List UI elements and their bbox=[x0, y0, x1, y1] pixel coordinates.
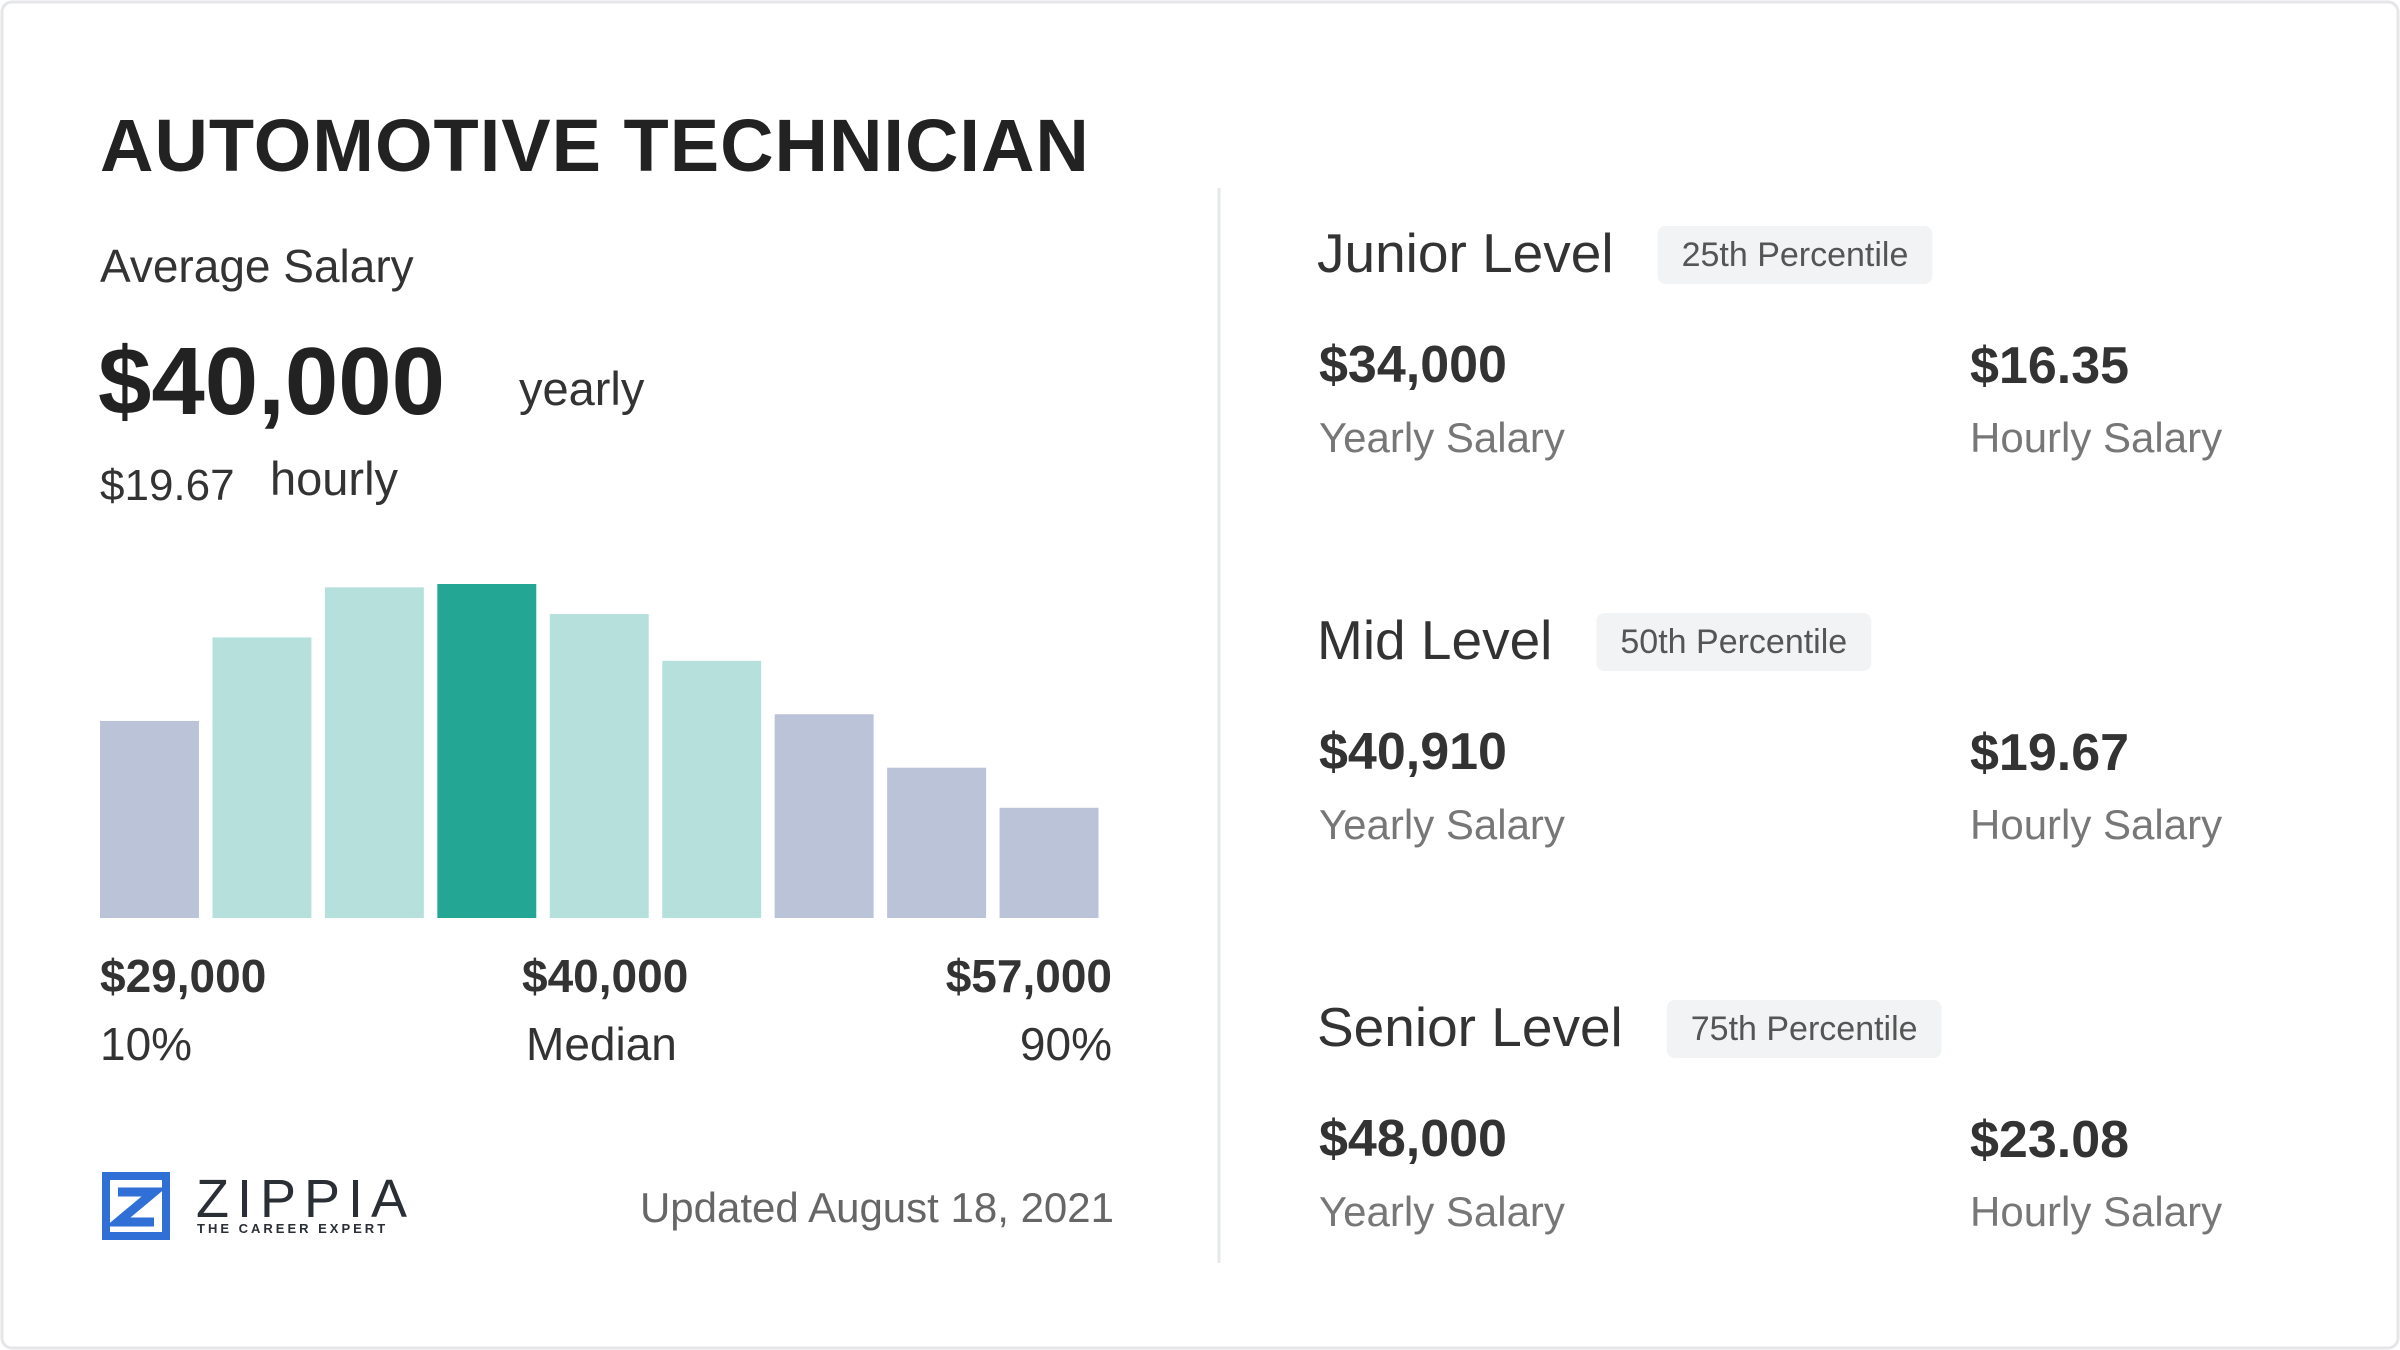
percentile-badge bbox=[1657, 226, 1933, 284]
level-block: Junior Level 25th Percentile $34,000 Yearly… bbox=[1317, 222, 2222, 461]
average-hourly: $19.67 bbox=[100, 461, 235, 510]
percentile-label: 75th Percentile bbox=[1691, 1010, 1918, 1048]
level-name: Mid Level bbox=[1317, 609, 1552, 671]
hourly-label: Hourly Salary bbox=[1970, 801, 2222, 848]
yearly-salary: $48,000 bbox=[1319, 1110, 1507, 1168]
bar bbox=[887, 767, 987, 918]
percentile-badge bbox=[1666, 1000, 1942, 1058]
level-name: Senior Level bbox=[1317, 996, 1623, 1058]
hourly-salary: $19.67 bbox=[1970, 724, 2129, 782]
hourly-salary: $16.35 bbox=[1970, 337, 2129, 395]
level-block: Senior Level 75th Percentile $48,000 Yearly… bbox=[1317, 996, 2222, 1235]
bar bbox=[774, 714, 874, 918]
yearly-label: Yearly Salary bbox=[1319, 414, 1565, 461]
hourly-unit: hourly bbox=[270, 452, 399, 505]
percentile-badge bbox=[1596, 613, 1872, 671]
bar bbox=[212, 637, 312, 918]
bar bbox=[100, 720, 199, 918]
range-amount: $57,000 bbox=[946, 950, 1112, 1002]
average-yearly: $40,000 bbox=[98, 328, 445, 435]
tagline: THE CAREER EXPERT bbox=[197, 1221, 388, 1236]
range-caption: 10% bbox=[100, 1018, 192, 1070]
logo-frame bbox=[102, 1172, 170, 1240]
bar bbox=[549, 614, 649, 918]
yearly-salary: $34,000 bbox=[1319, 336, 1507, 394]
bar bbox=[437, 584, 537, 918]
range-caption: 90% bbox=[1020, 1018, 1112, 1070]
brand: ZIPPIA bbox=[196, 1169, 415, 1229]
bar bbox=[662, 660, 762, 918]
average-label: Average Salary bbox=[100, 240, 414, 292]
hourly-salary: $23.08 bbox=[1970, 1111, 2129, 1169]
zippia-logo bbox=[102, 1172, 170, 1240]
yearly-label: Yearly Salary bbox=[1319, 801, 1565, 848]
yearly-label: Yearly Salary bbox=[1319, 1188, 1565, 1235]
range-caption: Median bbox=[526, 1018, 677, 1070]
range-amount: $29,000 bbox=[100, 950, 266, 1002]
updated: Updated August 18, 2021 bbox=[640, 1184, 1114, 1231]
job-title: AUTOMOTIVE TECHNICIAN bbox=[100, 104, 1090, 187]
range-amount: $40,000 bbox=[522, 950, 688, 1002]
bar bbox=[999, 807, 1099, 918]
hourly-label: Hourly Salary bbox=[1970, 414, 2222, 461]
level-name: Junior Level bbox=[1317, 222, 1614, 284]
logo-z bbox=[105, 1187, 167, 1227]
hourly-label: Hourly Salary bbox=[1970, 1188, 2222, 1235]
percentile-label: 25th Percentile bbox=[1682, 236, 1909, 274]
yearly-salary: $40,910 bbox=[1319, 723, 1507, 781]
percentile-label: 50th Percentile bbox=[1620, 623, 1847, 661]
yearly-unit: yearly bbox=[519, 362, 645, 415]
level-block: Mid Level 50th Percentile $40,910 Yearly Sa… bbox=[1317, 609, 2222, 848]
bar bbox=[324, 587, 424, 918]
